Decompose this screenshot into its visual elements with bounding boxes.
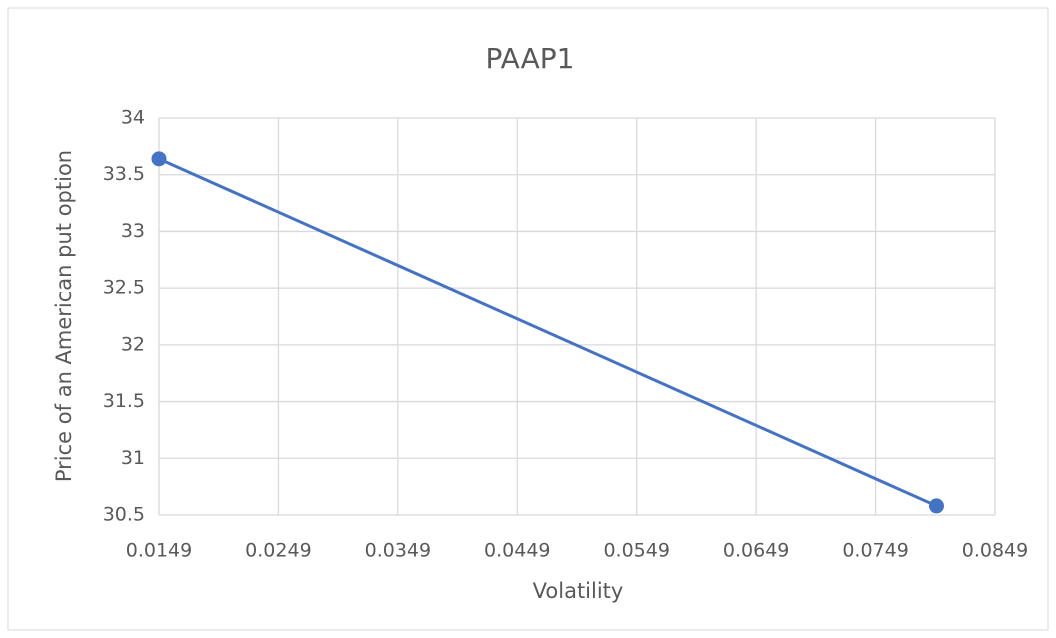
- data-point: [151, 151, 167, 167]
- y-axis-label: Price of an American put option: [52, 150, 76, 482]
- x-tick-label: 0.0749: [842, 540, 908, 562]
- data-point: [928, 498, 944, 514]
- y-tick-label: 32: [121, 333, 145, 355]
- x-tick-label: 0.0849: [962, 540, 1028, 562]
- y-tick-label: 32.5: [103, 277, 145, 299]
- y-tick-label: 33.5: [103, 163, 145, 185]
- x-axis-label: Volatility: [533, 579, 624, 603]
- x-tick-label: 0.0449: [484, 540, 550, 562]
- x-tick-label: 0.0549: [603, 540, 669, 562]
- x-tick-label: 0.0149: [126, 540, 192, 562]
- x-tick-label: 0.0249: [245, 540, 311, 562]
- x-tick-label: 0.0349: [365, 540, 431, 562]
- series-line: [158, 157, 938, 508]
- y-tick-label: 34: [121, 107, 145, 129]
- y-tick-label: 31: [121, 447, 145, 469]
- chart-title: PAAP1: [486, 42, 575, 75]
- x-tick-label: 0.0649: [723, 540, 789, 562]
- y-tick-label: 31.5: [103, 390, 145, 412]
- y-tick-label: 30.5: [103, 504, 145, 526]
- chart-border: [7, 7, 1049, 631]
- y-tick-label: 33: [121, 220, 145, 242]
